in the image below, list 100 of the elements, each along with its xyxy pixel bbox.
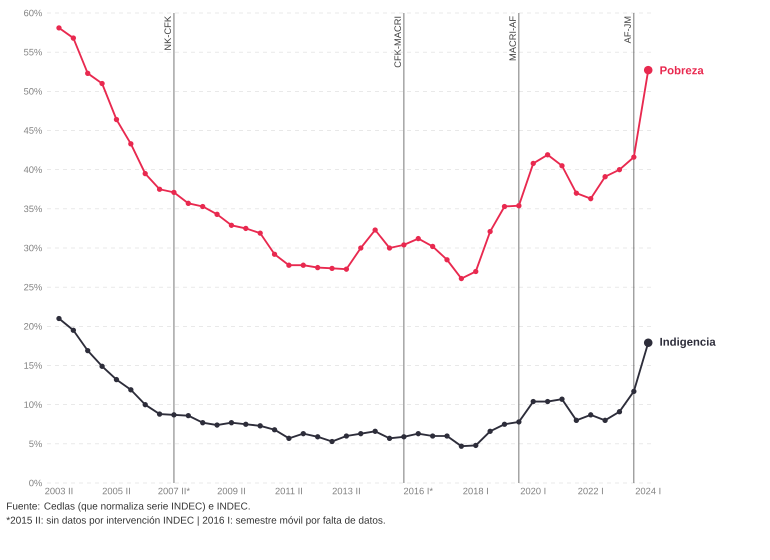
point bbox=[300, 262, 306, 268]
y-tick-label: 55% bbox=[24, 48, 42, 56]
point bbox=[200, 204, 206, 210]
point bbox=[559, 163, 565, 168]
point bbox=[258, 423, 263, 428]
point bbox=[602, 418, 608, 423]
source-note: Fuente: Cedlas (que normaliza serie INDEC) e INDEC. bbox=[7, 502, 250, 512]
point bbox=[114, 376, 120, 382]
ref-line-label: MACRI-AF bbox=[509, 16, 516, 60]
point bbox=[186, 412, 191, 418]
point bbox=[544, 152, 550, 158]
x-tick-label: 2003 II bbox=[45, 488, 72, 494]
point bbox=[588, 412, 594, 418]
point bbox=[315, 264, 320, 270]
y-tick-label: 50% bbox=[24, 88, 42, 95]
point bbox=[372, 428, 378, 434]
y-tick-label: 40% bbox=[24, 166, 42, 173]
ref-line-label: CFK-MACRI bbox=[394, 16, 401, 68]
ref-line-label: AF-JM bbox=[624, 16, 631, 44]
point bbox=[631, 154, 637, 160]
point bbox=[329, 266, 335, 272]
point bbox=[243, 422, 248, 427]
x-tick-label: 2007 II* bbox=[158, 488, 190, 494]
point bbox=[386, 245, 392, 251]
x-tick-label: 2024 I bbox=[636, 488, 660, 494]
point bbox=[616, 409, 622, 414]
point bbox=[243, 226, 248, 232]
point bbox=[114, 116, 120, 122]
point bbox=[574, 418, 580, 423]
point bbox=[142, 402, 148, 408]
point bbox=[56, 25, 62, 31]
x-tick-label: 2005 II bbox=[102, 488, 130, 494]
point bbox=[444, 257, 450, 262]
point bbox=[372, 227, 378, 233]
point bbox=[128, 387, 134, 392]
point bbox=[286, 262, 292, 268]
y-tick-label: 45% bbox=[24, 127, 42, 134]
y-tick-label: 5% bbox=[29, 440, 42, 448]
text: *2015 II: sin datos por intervención INDEC | 2016 I: semestre móvil por falta de datos. bbox=[6, 516, 385, 526]
ref-line-label: NK-CFK bbox=[164, 16, 172, 50]
point bbox=[458, 276, 464, 282]
point bbox=[85, 70, 90, 76]
point bbox=[416, 430, 421, 436]
point bbox=[631, 388, 637, 394]
point bbox=[401, 434, 407, 440]
point bbox=[156, 186, 162, 192]
point bbox=[516, 419, 522, 425]
point bbox=[416, 236, 421, 242]
point bbox=[574, 190, 580, 196]
point bbox=[272, 427, 278, 432]
point bbox=[214, 422, 220, 428]
y-tick-label: 25% bbox=[24, 284, 42, 290]
point bbox=[530, 398, 536, 404]
point bbox=[530, 160, 536, 166]
point bbox=[602, 174, 608, 180]
point bbox=[502, 204, 508, 210]
point bbox=[473, 268, 478, 274]
point bbox=[358, 430, 364, 436]
point bbox=[272, 252, 278, 257]
point bbox=[329, 438, 335, 444]
point bbox=[358, 245, 364, 251]
point bbox=[200, 420, 206, 426]
point bbox=[171, 412, 177, 418]
point bbox=[430, 433, 436, 439]
point bbox=[300, 430, 306, 436]
point bbox=[386, 436, 392, 442]
point bbox=[401, 242, 407, 248]
y-tick-label: 35% bbox=[24, 206, 42, 212]
point bbox=[171, 190, 177, 196]
point bbox=[487, 228, 493, 234]
point bbox=[559, 396, 565, 402]
point bbox=[258, 230, 263, 236]
point bbox=[588, 196, 594, 202]
point bbox=[156, 411, 162, 417]
point bbox=[186, 200, 191, 206]
point bbox=[142, 170, 148, 176]
point bbox=[502, 422, 508, 427]
point bbox=[544, 398, 550, 404]
point bbox=[458, 444, 464, 449]
y-tick-label: 30% bbox=[24, 244, 42, 252]
x-tick-label: 2013 II bbox=[332, 488, 360, 494]
series-label: Indigencia bbox=[660, 337, 716, 348]
point bbox=[344, 433, 350, 439]
point bbox=[286, 436, 292, 442]
point bbox=[315, 434, 320, 440]
y-tick-label: 15% bbox=[24, 362, 42, 369]
point bbox=[228, 420, 234, 426]
point bbox=[430, 244, 436, 250]
point bbox=[487, 428, 493, 434]
point bbox=[99, 364, 105, 369]
point bbox=[228, 222, 234, 228]
point bbox=[444, 433, 450, 439]
series-label: Pobreza bbox=[660, 66, 704, 74]
point bbox=[516, 203, 522, 208]
point bbox=[70, 328, 76, 333]
point bbox=[616, 166, 622, 172]
y-tick-label: 0% bbox=[29, 480, 42, 486]
y-tick-label: 10% bbox=[24, 401, 42, 408]
x-tick-label: 2009 II bbox=[218, 488, 245, 494]
x-tick-label: 2011 II bbox=[275, 488, 302, 494]
